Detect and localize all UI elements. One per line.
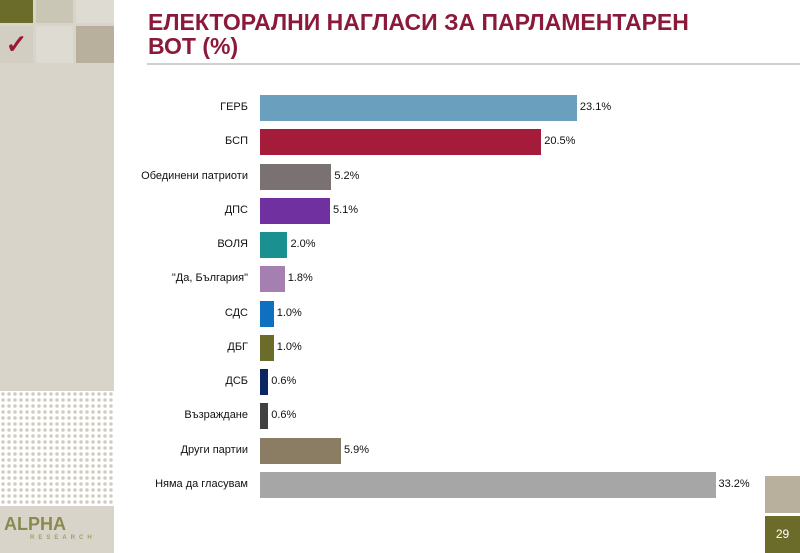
category-label: Други партии xyxy=(180,443,248,456)
bar xyxy=(260,197,330,224)
category-label: ДБГ xyxy=(227,340,248,353)
category-label: "Да, България" xyxy=(171,272,248,285)
bar xyxy=(260,266,285,293)
page-number: 29 xyxy=(765,516,800,553)
decor-square xyxy=(765,476,800,513)
logo-name: ALPHA xyxy=(4,514,66,534)
bar xyxy=(260,95,577,121)
data-label: 1.0% xyxy=(276,340,302,353)
page-title: ЕЛЕКТОРАЛНИ НАГЛАСИ ЗА ПАРЛАМЕНТАРЕН ВОТ… xyxy=(148,10,748,58)
data-label: 0.6% xyxy=(271,409,297,422)
bar xyxy=(260,232,288,259)
category-label: Възраждане xyxy=(184,409,248,422)
title-divider xyxy=(147,63,800,65)
decor-square xyxy=(76,0,114,23)
data-label: 5.1% xyxy=(332,203,359,216)
bar xyxy=(260,129,542,156)
category-label: ДПС xyxy=(224,203,248,216)
data-label: 23.1% xyxy=(579,101,612,113)
dot-pattern xyxy=(0,391,114,506)
data-label: 20.5% xyxy=(544,135,576,148)
title-line-2: ВОТ (%) xyxy=(148,33,239,59)
data-label: 0.6% xyxy=(271,375,297,388)
bar xyxy=(260,334,274,361)
bar xyxy=(260,300,274,327)
bar xyxy=(260,437,341,464)
decor-square xyxy=(36,0,73,23)
decor-square xyxy=(0,0,33,23)
sidebar-decoration: ✓ ALPHA RESEARCH xyxy=(0,0,114,553)
bar xyxy=(260,369,269,396)
data-label: 2.0% xyxy=(290,238,316,251)
category-label: ГЕРБ xyxy=(220,101,248,113)
category-label: БСП xyxy=(225,135,248,148)
data-label: 5.9% xyxy=(343,443,370,456)
title-line-1: ЕЛЕКТОРАЛНИ НАГЛАСИ ЗА ПАРЛАМЕНТАРЕН xyxy=(148,9,689,35)
category-label: ДСБ xyxy=(225,375,248,388)
logo-panel xyxy=(0,506,114,553)
decor-panel xyxy=(0,66,114,391)
logo-sub: RESEARCH xyxy=(30,535,96,541)
alpha-research-logo: ALPHA RESEARCH xyxy=(4,514,96,541)
data-label: 5.2% xyxy=(334,169,360,182)
data-label: 1.8% xyxy=(287,272,313,285)
data-label: 33.2% xyxy=(718,477,750,490)
bar xyxy=(260,163,332,190)
bar xyxy=(260,403,269,430)
decor-square xyxy=(76,26,114,63)
decor-square xyxy=(36,26,73,63)
category-label: Няма да гласувам xyxy=(155,477,248,490)
category-label: ВОЛЯ xyxy=(217,238,248,251)
bar xyxy=(260,471,716,498)
checkmark-icon: ✓ xyxy=(0,26,33,63)
category-label: СДС xyxy=(224,306,248,319)
data-label: 1.0% xyxy=(276,306,302,319)
category-label: Обединени патриоти xyxy=(141,169,248,182)
